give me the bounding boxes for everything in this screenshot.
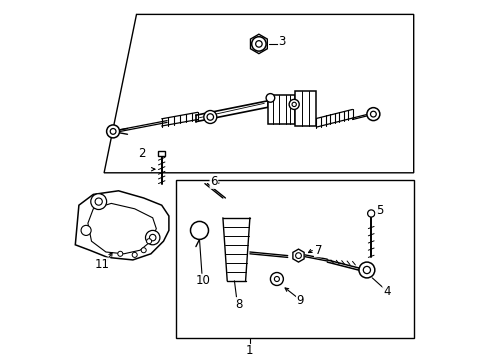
- Circle shape: [203, 111, 216, 123]
- Circle shape: [132, 252, 137, 257]
- Circle shape: [190, 221, 208, 239]
- Text: 2: 2: [138, 147, 145, 159]
- Circle shape: [295, 253, 301, 258]
- Text: 9: 9: [296, 294, 304, 307]
- Polygon shape: [294, 91, 316, 126]
- Circle shape: [110, 129, 116, 134]
- Circle shape: [288, 99, 299, 109]
- Text: 3: 3: [278, 35, 285, 48]
- Text: 7: 7: [314, 244, 322, 257]
- Circle shape: [106, 125, 120, 138]
- Circle shape: [265, 94, 274, 102]
- Polygon shape: [250, 34, 267, 54]
- Circle shape: [145, 230, 160, 245]
- Polygon shape: [88, 203, 156, 254]
- Circle shape: [363, 266, 370, 274]
- Text: 4: 4: [382, 285, 389, 298]
- Circle shape: [118, 251, 122, 256]
- Circle shape: [291, 102, 296, 107]
- Polygon shape: [158, 151, 165, 156]
- Circle shape: [358, 262, 374, 278]
- Text: 6: 6: [210, 175, 217, 188]
- Circle shape: [251, 37, 265, 51]
- Circle shape: [95, 198, 102, 205]
- Circle shape: [270, 273, 283, 285]
- Circle shape: [367, 210, 374, 217]
- Circle shape: [149, 234, 156, 241]
- Circle shape: [370, 111, 375, 117]
- Polygon shape: [267, 95, 294, 124]
- Circle shape: [141, 248, 146, 253]
- Circle shape: [274, 276, 279, 282]
- Circle shape: [91, 194, 106, 210]
- Text: 5: 5: [375, 204, 383, 217]
- Text: 1: 1: [245, 345, 253, 357]
- Circle shape: [81, 225, 91, 235]
- Text: 10: 10: [195, 274, 210, 287]
- Text: 11: 11: [95, 258, 110, 271]
- Circle shape: [206, 114, 213, 120]
- Circle shape: [255, 41, 262, 47]
- Polygon shape: [292, 249, 304, 262]
- Text: 8: 8: [235, 298, 242, 311]
- Circle shape: [146, 239, 151, 244]
- Polygon shape: [75, 191, 168, 260]
- Circle shape: [366, 108, 379, 121]
